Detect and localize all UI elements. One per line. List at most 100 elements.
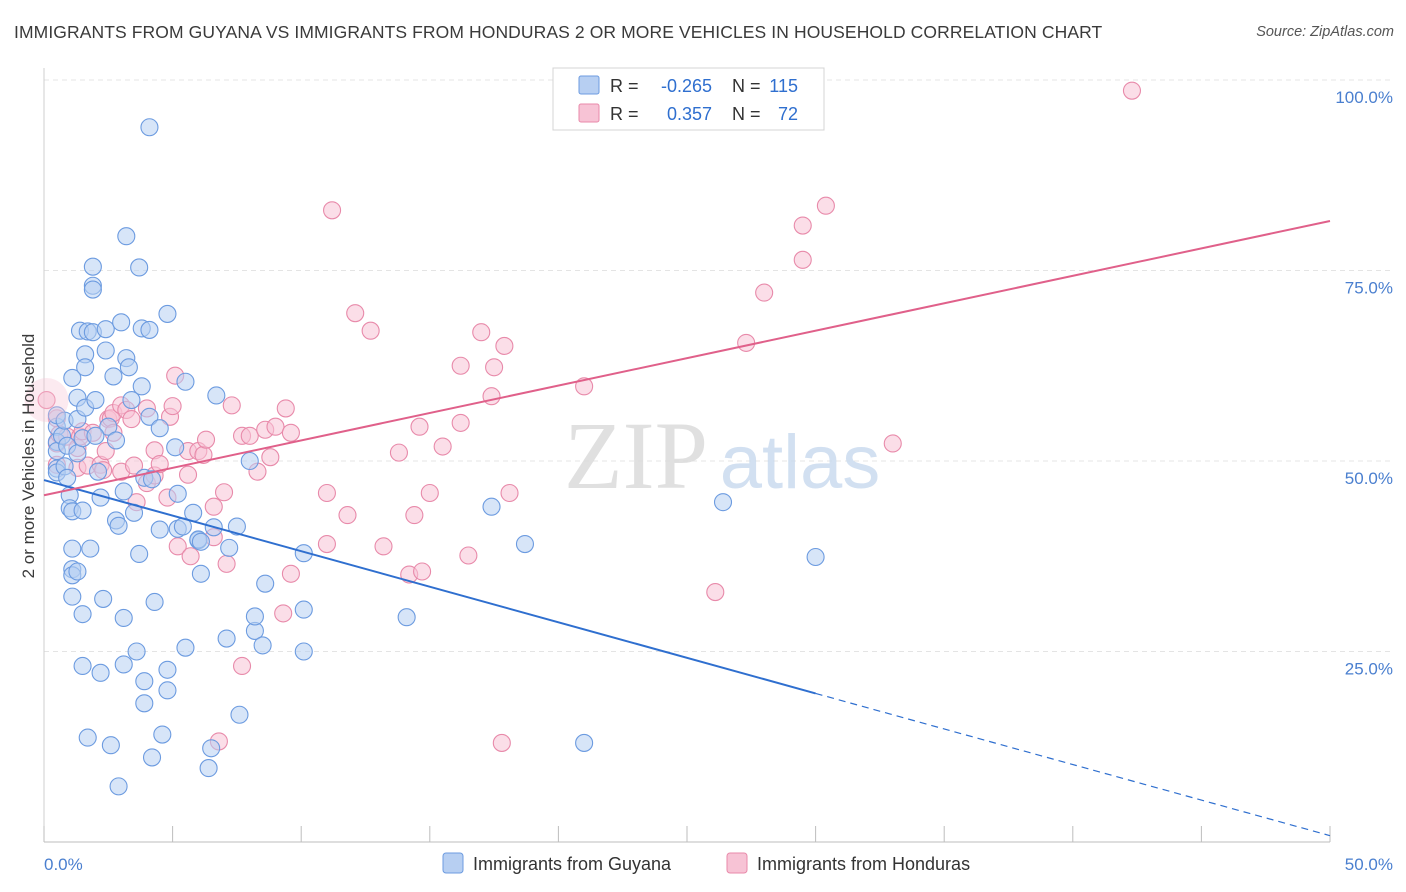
- y-tick-label-3: 100.0%: [1335, 88, 1393, 107]
- point-guyana-14: [63, 368, 82, 387]
- point-guyana-96: [227, 517, 246, 536]
- stats-r-guyana: -0.265: [661, 76, 712, 96]
- trend-line-honduras: [43, 219, 1331, 497]
- point-guyana-100: [245, 607, 264, 626]
- point-guyana-106: [397, 608, 416, 627]
- point-honduras-23: [124, 456, 144, 475]
- point-honduras-72: [459, 546, 478, 565]
- point-guyana-107: [482, 497, 501, 516]
- point-guyana-58: [119, 358, 138, 377]
- axes: [43, 68, 1331, 843]
- point-guyana-84: [176, 372, 195, 391]
- point-honduras-59: [317, 483, 336, 503]
- point-guyana-18: [63, 587, 82, 606]
- point-honduras-87: [816, 196, 835, 215]
- point-honduras-35: [178, 465, 198, 484]
- point-guyana-90: [199, 759, 218, 778]
- point-honduras-76: [495, 336, 514, 355]
- point-guyana-25: [73, 501, 92, 520]
- point-honduras-45: [217, 554, 236, 573]
- watermark-zip: ZIP: [564, 402, 708, 509]
- point-guyana-52: [112, 313, 131, 332]
- point-honduras-37: [181, 547, 200, 566]
- point-guyana-77: [158, 681, 177, 700]
- point-guyana-39: [88, 462, 108, 481]
- legend-label-guyana: Immigrants from Guyana: [473, 854, 672, 874]
- point-guyana-93: [207, 386, 226, 405]
- point-guyana-62: [130, 258, 149, 277]
- point-honduras-77: [482, 387, 501, 406]
- point-guyana-68: [140, 320, 159, 339]
- point-guyana-69: [140, 118, 159, 137]
- y-tick-labels: 25.0% 50.0% 75.0% 100.0%: [1335, 88, 1393, 679]
- watermark-atlas: atlas: [720, 420, 881, 505]
- stats-n-honduras: 72: [778, 104, 798, 124]
- point-guyana-42: [94, 589, 113, 608]
- point-honduras-53: [266, 417, 285, 436]
- point-honduras-73: [451, 356, 470, 375]
- stats-r-label-guyana: R =: [610, 76, 639, 96]
- point-guyana-74: [150, 419, 169, 438]
- point-guyana-89: [191, 564, 210, 583]
- x-tick-max: 50.0%: [1345, 855, 1393, 874]
- point-guyana-54: [114, 608, 133, 628]
- point-guyana-76: [158, 304, 177, 323]
- point-guyana-111: [806, 547, 825, 567]
- stats-legend: R = -0.265 N = 115 R = 0.357 N = 72: [552, 67, 825, 131]
- point-guyana-91: [202, 739, 221, 758]
- legend-label-honduras: Immigrants from Honduras: [757, 854, 970, 874]
- trend-line-guyana: [43, 479, 816, 695]
- point-guyana-36: [83, 280, 102, 299]
- point-guyana-110: [713, 493, 733, 512]
- point-honduras-79: [410, 417, 429, 436]
- point-honduras-80: [500, 483, 519, 503]
- series-legend: Immigrants from Guyana Immigrants from H…: [442, 852, 970, 874]
- gridlines: [44, 79, 1392, 652]
- point-guyana-94: [217, 629, 236, 648]
- point-guyana-22: [68, 562, 87, 581]
- point-honduras-0: [37, 390, 56, 410]
- y-tick-label-1: 50.0%: [1345, 469, 1393, 488]
- point-guyana-73: [145, 592, 164, 612]
- y-tick-label-2: 75.0%: [1345, 279, 1393, 298]
- point-guyana-104: [294, 600, 313, 619]
- stats-n-guyana: 115: [769, 76, 798, 96]
- legend-swatch-honduras: [726, 852, 748, 874]
- x-tick-min: 0.0%: [44, 855, 83, 874]
- point-guyana-101: [253, 636, 272, 655]
- point-guyana-20: [68, 444, 87, 463]
- point-honduras-68: [413, 562, 432, 581]
- point-honduras-47: [232, 656, 252, 676]
- point-honduras-89: [1122, 81, 1142, 100]
- source-label: Source: ZipAtlas.com: [1256, 24, 1394, 40]
- point-guyana-34: [83, 257, 102, 276]
- point-honduras-54: [274, 604, 293, 623]
- point-guyana-70: [140, 407, 159, 426]
- point-honduras-82: [706, 583, 725, 602]
- point-guyana-109: [575, 733, 594, 752]
- trend-line-guyana-extension: [815, 692, 1331, 837]
- point-guyana-114: [86, 426, 105, 445]
- point-honduras-69: [420, 483, 439, 503]
- point-honduras-75: [472, 323, 491, 342]
- point-guyana-59: [122, 390, 141, 410]
- stats-r-honduras: 0.357: [667, 104, 712, 124]
- point-honduras-46: [222, 396, 241, 415]
- point-honduras-49: [240, 426, 259, 445]
- point-honduras-81: [575, 377, 594, 396]
- point-honduras-86: [793, 216, 812, 235]
- point-guyana-103: [294, 642, 313, 661]
- stats-n-label-guyana: N =: [732, 76, 761, 96]
- point-guyana-113: [130, 544, 149, 564]
- point-guyana-67: [135, 694, 154, 713]
- point-honduras-63: [361, 321, 380, 340]
- stats-n-label-honduras: N =: [732, 104, 761, 124]
- point-honduras-44: [214, 483, 234, 502]
- point-guyana-48: [106, 431, 126, 450]
- point-honduras-71: [451, 413, 470, 432]
- point-honduras-large: [24, 378, 69, 423]
- point-guyana-72: [142, 748, 162, 767]
- point-guyana-95: [220, 538, 239, 557]
- point-guyana-41: [91, 663, 110, 682]
- point-guyana-26: [73, 605, 92, 624]
